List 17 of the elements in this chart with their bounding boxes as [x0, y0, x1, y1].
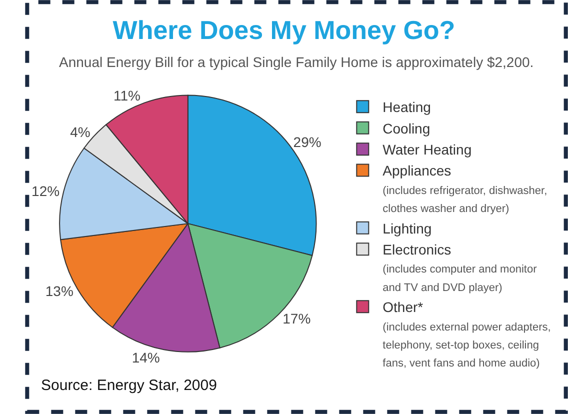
data-label: 12% — [32, 183, 60, 200]
chart-subtitle: Annual Energy Bill for a typical Single Family Home is approximately $2,200. — [59, 54, 534, 70]
legend-label: Appliances (includes refrigerator, dishwasher, clothes washer and dryer) — [382, 162, 548, 216]
source-note: Source: Energy Star, 2009 — [41, 377, 217, 394]
data-label: 11% — [113, 88, 140, 104]
legend-label: Heating — [382, 99, 431, 116]
legend-label: Cooling — [382, 120, 430, 136]
chart-title: Where Does My Money Go? — [112, 15, 456, 46]
data-label: 13% — [45, 282, 74, 299]
legend-label: Lighting — [382, 220, 432, 236]
data-label: 4% — [70, 124, 90, 140]
data-label: 17% — [282, 310, 311, 326]
legend-label: Electronics (includes computer and monitor and TV and DVD player) — [382, 242, 538, 294]
data-label: 29% — [293, 134, 322, 150]
legend-label: Other* (includes external power adapters, telephony, set-top boxes, ceiling fans, vent fans and home audio) — [382, 299, 551, 370]
data-label: 14% — [132, 349, 160, 366]
legend-label: Water Heating — [382, 142, 472, 158]
